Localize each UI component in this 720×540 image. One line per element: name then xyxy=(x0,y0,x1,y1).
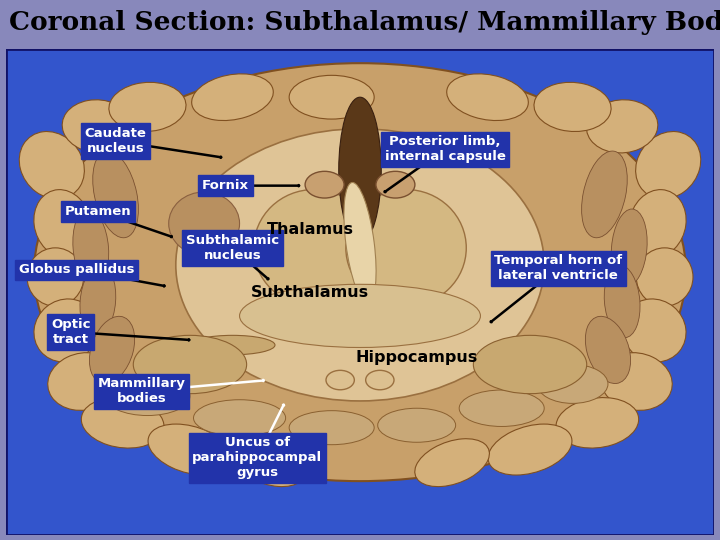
Ellipse shape xyxy=(338,97,382,243)
Text: Uncus of
parahippocampal
gyrus: Uncus of parahippocampal gyrus xyxy=(192,436,323,480)
Ellipse shape xyxy=(48,353,120,410)
Ellipse shape xyxy=(582,151,627,238)
Ellipse shape xyxy=(289,75,374,119)
Text: Subthalamus: Subthalamus xyxy=(251,285,369,300)
Text: Mammillary
bodies: Mammillary bodies xyxy=(98,377,186,405)
Text: Posterior limb,
internal capsule: Posterior limb, internal capsule xyxy=(384,135,505,163)
Ellipse shape xyxy=(326,370,354,390)
Ellipse shape xyxy=(488,424,572,475)
Ellipse shape xyxy=(344,183,376,303)
Ellipse shape xyxy=(600,353,672,410)
Ellipse shape xyxy=(446,74,528,120)
Text: Putamen: Putamen xyxy=(65,205,131,218)
Ellipse shape xyxy=(73,209,109,287)
Ellipse shape xyxy=(366,370,394,390)
Ellipse shape xyxy=(34,190,91,258)
Ellipse shape xyxy=(168,192,240,255)
Ellipse shape xyxy=(534,82,611,132)
Ellipse shape xyxy=(148,424,232,475)
Ellipse shape xyxy=(629,190,686,258)
Ellipse shape xyxy=(473,335,587,394)
Ellipse shape xyxy=(305,171,344,198)
Ellipse shape xyxy=(27,248,84,306)
Ellipse shape xyxy=(194,400,286,436)
Ellipse shape xyxy=(604,265,640,338)
Ellipse shape xyxy=(105,377,190,416)
Ellipse shape xyxy=(109,82,186,132)
Ellipse shape xyxy=(230,438,305,487)
Ellipse shape xyxy=(190,335,275,355)
Ellipse shape xyxy=(587,100,658,153)
Ellipse shape xyxy=(622,299,686,362)
Text: Hippocampus: Hippocampus xyxy=(356,350,478,365)
Ellipse shape xyxy=(89,316,135,383)
FancyBboxPatch shape xyxy=(6,49,714,535)
Text: Thalamus: Thalamus xyxy=(267,222,354,237)
Text: Optic
tract: Optic tract xyxy=(51,318,91,346)
Ellipse shape xyxy=(537,364,608,403)
Ellipse shape xyxy=(378,408,456,442)
Ellipse shape xyxy=(93,151,138,238)
Text: Subthalamic
nucleus: Subthalamic nucleus xyxy=(186,234,279,262)
Ellipse shape xyxy=(611,209,647,287)
Ellipse shape xyxy=(176,129,544,401)
Ellipse shape xyxy=(192,74,274,120)
Ellipse shape xyxy=(253,190,374,306)
Ellipse shape xyxy=(34,299,98,362)
Ellipse shape xyxy=(289,410,374,444)
Text: Temporal horn of
lateral ventricle: Temporal horn of lateral ventricle xyxy=(495,254,622,282)
Ellipse shape xyxy=(636,132,701,199)
Ellipse shape xyxy=(34,63,686,481)
Text: Caudate
nucleus: Caudate nucleus xyxy=(85,127,146,155)
Text: Coronal Section: Subthalamus/ Mammillary Bodies: Coronal Section: Subthalamus/ Mammillary… xyxy=(9,10,720,35)
Ellipse shape xyxy=(81,397,164,448)
Ellipse shape xyxy=(133,335,247,394)
Ellipse shape xyxy=(62,100,133,153)
Ellipse shape xyxy=(80,265,116,338)
Ellipse shape xyxy=(636,248,693,306)
Ellipse shape xyxy=(19,132,84,199)
Ellipse shape xyxy=(556,397,639,448)
Ellipse shape xyxy=(585,316,631,383)
Text: Globus pallidus: Globus pallidus xyxy=(19,263,135,276)
Ellipse shape xyxy=(240,284,480,348)
Ellipse shape xyxy=(415,438,490,487)
Ellipse shape xyxy=(459,390,544,427)
Ellipse shape xyxy=(346,190,467,306)
Text: Fornix: Fornix xyxy=(202,179,249,192)
Ellipse shape xyxy=(376,171,415,198)
